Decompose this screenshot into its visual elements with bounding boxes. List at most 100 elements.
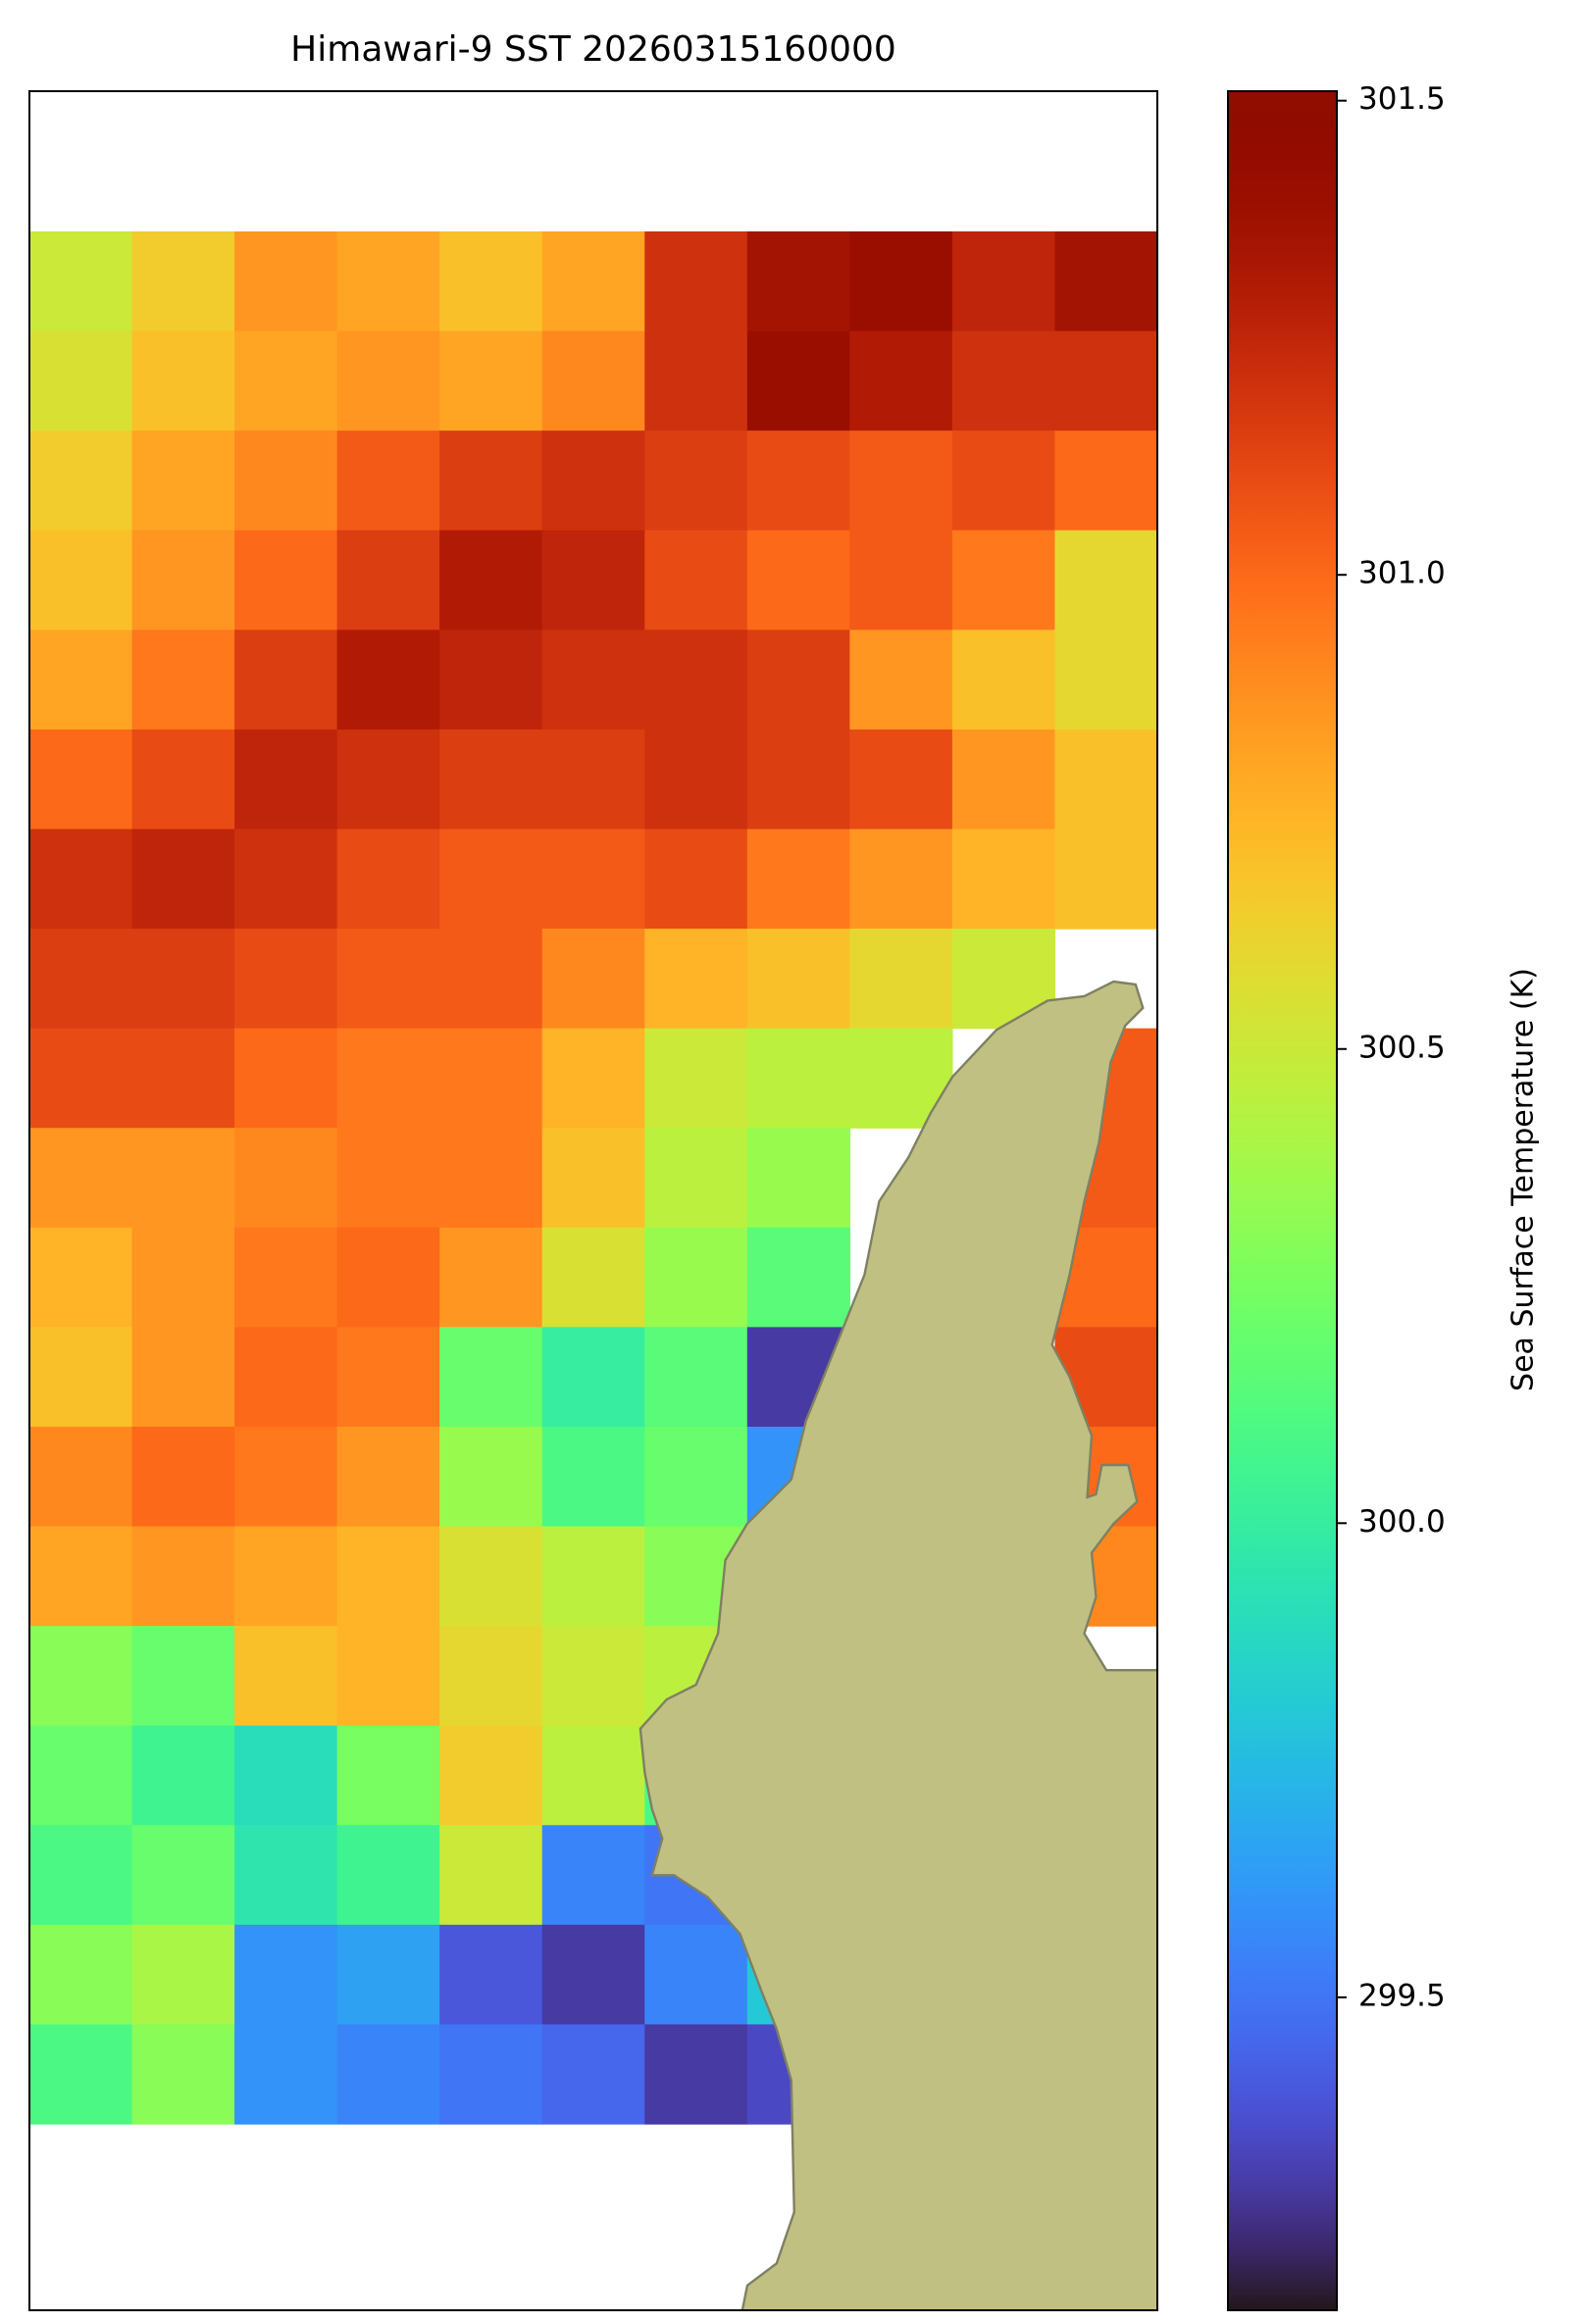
cell bbox=[541, 1227, 645, 1328]
cell bbox=[541, 829, 645, 930]
cell bbox=[234, 2024, 338, 2125]
cell bbox=[746, 330, 850, 431]
cell bbox=[541, 231, 645, 332]
cell bbox=[29, 2024, 133, 2125]
cell bbox=[746, 829, 850, 930]
cell bbox=[131, 1028, 235, 1129]
cell bbox=[336, 1426, 440, 1528]
cell bbox=[439, 1526, 543, 1627]
cell bbox=[644, 1227, 748, 1328]
cell bbox=[234, 231, 338, 332]
cell bbox=[439, 1426, 543, 1528]
cell bbox=[849, 929, 953, 1030]
cell bbox=[746, 929, 850, 1030]
cell bbox=[439, 829, 543, 930]
cell bbox=[29, 1227, 133, 1328]
cell bbox=[29, 231, 133, 332]
cell bbox=[336, 1128, 440, 1229]
colorbar-tick-label: 300.5 bbox=[1358, 1030, 1446, 1065]
plot-frame bbox=[28, 90, 1158, 2311]
cell bbox=[29, 929, 133, 1030]
cell bbox=[336, 2024, 440, 2125]
cell bbox=[234, 1128, 338, 1229]
cell bbox=[951, 231, 1056, 332]
cell bbox=[644, 1128, 748, 1229]
cell bbox=[541, 430, 645, 531]
cell bbox=[746, 1128, 850, 1229]
cell bbox=[336, 430, 440, 531]
cell bbox=[234, 929, 338, 1030]
colorbar-tick-label: 299.5 bbox=[1358, 1978, 1446, 2013]
cell bbox=[1054, 330, 1157, 431]
cell bbox=[439, 1128, 543, 1229]
cell bbox=[746, 430, 850, 531]
cell bbox=[336, 530, 440, 631]
cell bbox=[336, 829, 440, 930]
cell bbox=[234, 1526, 338, 1627]
cell bbox=[234, 729, 338, 831]
cell bbox=[29, 330, 133, 431]
cell bbox=[644, 929, 748, 1030]
cell bbox=[746, 530, 850, 631]
cell bbox=[234, 1227, 338, 1328]
cell bbox=[849, 330, 953, 431]
cell bbox=[644, 829, 748, 930]
cell bbox=[951, 430, 1056, 531]
cell bbox=[644, 729, 748, 831]
land bbox=[638, 980, 1157, 2310]
cell bbox=[234, 1626, 338, 1727]
cell bbox=[644, 1327, 748, 1428]
cell bbox=[234, 1924, 338, 2026]
cell bbox=[336, 630, 440, 731]
cell bbox=[131, 1626, 235, 1727]
cell bbox=[439, 1028, 543, 1129]
cell bbox=[439, 330, 543, 431]
cell bbox=[29, 1924, 133, 2026]
cell bbox=[29, 1128, 133, 1229]
cell bbox=[439, 1725, 543, 1826]
cell bbox=[541, 2024, 645, 2125]
cell bbox=[849, 530, 953, 631]
cell bbox=[234, 1825, 338, 1926]
cell bbox=[644, 630, 748, 731]
cell bbox=[336, 1825, 440, 1926]
cell bbox=[1054, 630, 1157, 731]
cell bbox=[951, 330, 1056, 431]
cell bbox=[746, 231, 850, 332]
cell bbox=[29, 1327, 133, 1428]
cell bbox=[131, 829, 235, 930]
cell bbox=[336, 1725, 440, 1826]
colorbar-tick-label: 301.5 bbox=[1358, 81, 1446, 117]
cell bbox=[746, 729, 850, 831]
cell bbox=[29, 1725, 133, 1826]
cell bbox=[951, 729, 1056, 831]
cell bbox=[746, 1227, 850, 1328]
cell bbox=[541, 1924, 645, 2026]
cell bbox=[29, 430, 133, 531]
cell bbox=[29, 1626, 133, 1727]
cell bbox=[541, 630, 645, 731]
cell bbox=[131, 1327, 235, 1428]
cell bbox=[541, 1327, 645, 1428]
cell bbox=[29, 1426, 133, 1528]
cell bbox=[439, 1327, 543, 1428]
cell bbox=[336, 729, 440, 831]
cell bbox=[849, 430, 953, 531]
cell bbox=[439, 231, 543, 332]
cell bbox=[131, 530, 235, 631]
cell bbox=[849, 729, 953, 831]
cell bbox=[541, 330, 645, 431]
cell bbox=[541, 1626, 645, 1727]
cell bbox=[541, 1825, 645, 1926]
cell bbox=[541, 1426, 645, 1528]
cell bbox=[439, 1825, 543, 1926]
cell bbox=[644, 1028, 748, 1129]
cell bbox=[439, 1924, 543, 2026]
cell bbox=[131, 430, 235, 531]
cell bbox=[131, 231, 235, 332]
cell bbox=[234, 630, 338, 731]
cell bbox=[849, 630, 953, 731]
colorbar-tick-label: 300.0 bbox=[1358, 1504, 1446, 1540]
cell bbox=[746, 1028, 850, 1129]
cell bbox=[644, 2024, 748, 2125]
